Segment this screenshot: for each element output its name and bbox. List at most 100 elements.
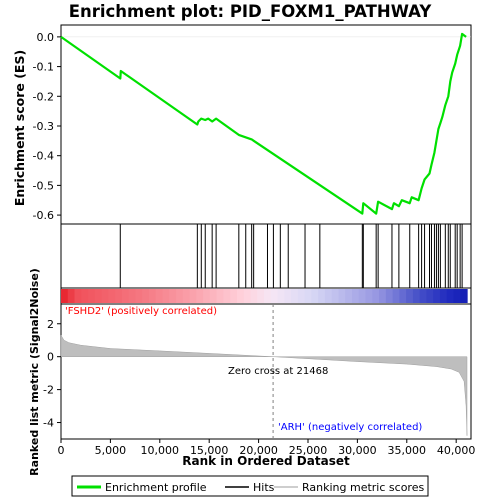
x-tick-label: 0 — [58, 444, 65, 457]
es-panel-frame — [60, 24, 472, 225]
x-tick-label: 35,000 — [388, 444, 427, 457]
x-tick-label: 30,000 — [338, 444, 377, 457]
rank-band-cell — [439, 289, 448, 303]
rank-band-cell — [419, 289, 428, 303]
hits-panel — [60, 223, 472, 289]
rank-color-band — [60, 287, 472, 305]
rank-band-cell — [182, 289, 191, 303]
rank-band-cell — [270, 289, 279, 303]
rank-band-cell — [385, 289, 394, 303]
rank-band-cell — [352, 289, 360, 303]
rank-band-cell — [324, 289, 333, 303]
rank-band-cell — [155, 289, 164, 303]
rank-band-cell — [94, 289, 103, 303]
rank-band-cell — [433, 289, 441, 303]
rank-band-cell — [88, 289, 96, 303]
rank-band-cell — [115, 289, 123, 303]
rank-band-cell — [108, 289, 116, 303]
rank-band-cell — [243, 289, 252, 303]
legend-label-metric: Ranking metric scores — [302, 481, 424, 494]
rank-band-cell — [297, 289, 306, 303]
rank-band-cell — [176, 289, 184, 303]
ranking-metric-area — [60, 334, 468, 436]
legend-label-profile: Enrichment profile — [105, 481, 207, 494]
enrichment-profile-line — [60, 32, 467, 215]
rank-band-cell — [250, 289, 258, 303]
es-ytick-label: -0.2 — [33, 90, 54, 103]
legend-label-hits: Hits — [253, 481, 275, 494]
rank-band-cell — [284, 289, 292, 303]
rank-band-cell — [196, 289, 204, 303]
rank-band-cell — [216, 289, 225, 303]
zero-cross-label: Zero cross at 21468 — [228, 366, 328, 377]
x-axis: 0 5,000 10,000 15,000 20,000 25,000 30,000 35,0… — [58, 439, 476, 457]
rank-band-cell — [189, 289, 197, 303]
x-tick-label: 25,000 — [289, 444, 328, 457]
metric-axis-label: Ranked list metric (Signal2Noise) — [28, 268, 41, 476]
rank-band-cell — [304, 289, 312, 303]
rank-band-cell — [257, 289, 265, 303]
rank-band-cell — [230, 289, 238, 303]
rank-band-cell — [67, 289, 76, 303]
es-ytick-label: -0.3 — [33, 120, 54, 133]
rank-band-cell — [426, 289, 434, 303]
rank-band-cell — [128, 289, 137, 303]
rank-band-cell — [460, 289, 468, 303]
rank-band-cell — [74, 289, 82, 303]
rank-band-cell — [291, 289, 299, 303]
legend-box — [71, 475, 429, 497]
rank-band-cell — [365, 289, 373, 303]
metric-ytick-label: 2 — [47, 318, 54, 331]
rank-band-cell — [277, 289, 285, 303]
rank-band-cell — [236, 289, 245, 303]
rank-band-cell — [446, 289, 455, 303]
rank-band-cell — [169, 289, 177, 303]
rank-band-cell — [372, 289, 380, 303]
rank-band-cell — [399, 289, 407, 303]
rank-band-cell — [209, 289, 218, 303]
rank-band-cell — [331, 289, 340, 303]
es-ytick-label: -0.4 — [33, 150, 54, 163]
rank-band-cell — [453, 289, 461, 303]
hits-panel-frame — [60, 223, 472, 289]
rank-band-cell — [318, 289, 326, 303]
rank-band-cell — [338, 289, 346, 303]
es-axis-label: Enrichment score (ES) — [12, 50, 27, 206]
rank-band-cell — [81, 289, 89, 303]
rank-band-cell — [135, 289, 143, 303]
rank-band-cell — [358, 289, 367, 303]
x-tick-label: 15,000 — [190, 444, 229, 457]
rank-band-cell — [121, 289, 130, 303]
rank-band-cell — [264, 289, 272, 303]
negative-correlation-label: 'ARH' (negatively correlated) — [278, 422, 422, 433]
rank-band-cell — [61, 289, 69, 303]
metric-ytick-label: -2 — [43, 384, 54, 397]
metric-ytick-label: 0 — [47, 351, 54, 364]
es-ytick-label: 0.0 — [37, 31, 55, 44]
x-tick-label: 40,000 — [437, 444, 476, 457]
legend: Enrichment profile Hits Ranking metric s… — [71, 475, 429, 497]
x-tick-label: 20,000 — [239, 444, 278, 457]
es-ytick-label: -0.1 — [33, 61, 54, 74]
metric-panel-frame — [60, 303, 472, 440]
rank-band-cell — [392, 289, 400, 303]
rank-band-cell — [379, 289, 387, 303]
x-tick-label: 10,000 — [141, 444, 180, 457]
rank-band-cell — [406, 289, 414, 303]
es-ytick-label: -0.5 — [33, 179, 54, 192]
rank-band-cell — [142, 289, 150, 303]
x-tick-label: 5,000 — [95, 444, 127, 457]
positive-correlation-label: 'FSHD2' (positively correlated) — [65, 306, 217, 317]
metric-ytick-label: -4 — [43, 417, 54, 430]
rank-band-cell — [345, 289, 353, 303]
rank-band-cell — [203, 289, 211, 303]
metric-panel: 2 0 -2 -4 'FSHD2' (positively correlated) '… — [28, 268, 472, 476]
es-ytick-label: -0.6 — [33, 209, 54, 222]
rank-band-cell — [101, 289, 109, 303]
rank-band-cell — [412, 289, 421, 303]
x-axis-label: Rank in Ordered Dataset — [182, 454, 350, 468]
rank-band-cell — [223, 289, 231, 303]
rank-band-cell — [162, 289, 170, 303]
